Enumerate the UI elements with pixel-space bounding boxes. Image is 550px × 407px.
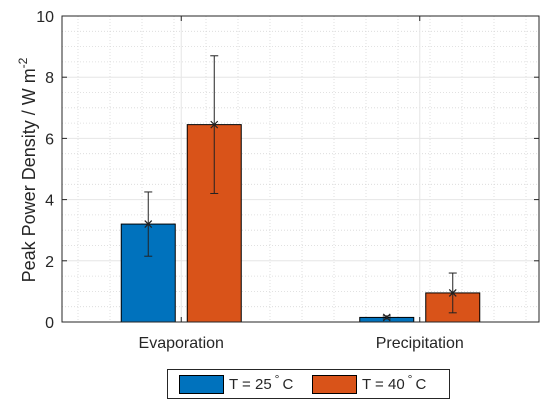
y-tick-label: 2	[45, 254, 54, 271]
mean-marker	[210, 120, 219, 129]
legend-swatch-40c	[312, 375, 357, 394]
legend-label-40c-degree: °	[407, 372, 413, 386]
legend-label-25c-prefix: T = 25	[229, 376, 272, 393]
y-axis-label: Peak Power Density / W m-2	[16, 57, 39, 282]
x-tick-label: Precipitation	[376, 335, 464, 352]
legend: T = 25 ° C T = 40 ° C	[167, 369, 450, 399]
error-bars	[144, 55, 457, 322]
legend-label-25c-unit: C	[282, 376, 294, 393]
y-tick-label: 6	[45, 131, 54, 148]
mean-marker	[144, 220, 153, 229]
legend-item-40c: T = 40 ° C	[312, 372, 427, 394]
legend-item-25c: T = 25 ° C	[179, 372, 294, 394]
legend-label-40c-unit: C	[415, 376, 427, 393]
y-tick-label: 0	[45, 315, 54, 332]
y-tick-label: 10	[36, 9, 54, 26]
legend-label-25c: T = 25 ° C	[229, 372, 294, 393]
y-tick-label: 8	[45, 70, 54, 87]
legend-swatch-25c	[179, 375, 224, 394]
legend-label-40c-prefix: T = 40	[362, 376, 405, 393]
y-axis-label-superscript: -2	[16, 57, 30, 68]
mean-marker	[448, 289, 457, 297]
axes: 0 2 4 6 8 10 Evaporation Precipitation	[36, 9, 540, 352]
axes-box	[61, 15, 540, 323]
legend-label-25c-degree: °	[274, 372, 280, 386]
y-tick-label: 4	[45, 193, 54, 210]
bar-chart: 0 2 4 6 8 10 Evaporation Precipitation Peak Pow…	[16, 9, 540, 352]
legend-label-40c: T = 40 ° C	[362, 372, 427, 393]
mean-marker	[382, 313, 391, 322]
y-axis-label-main: Peak Power Density / W m	[19, 68, 39, 282]
x-tick-label: Evaporation	[139, 335, 224, 352]
